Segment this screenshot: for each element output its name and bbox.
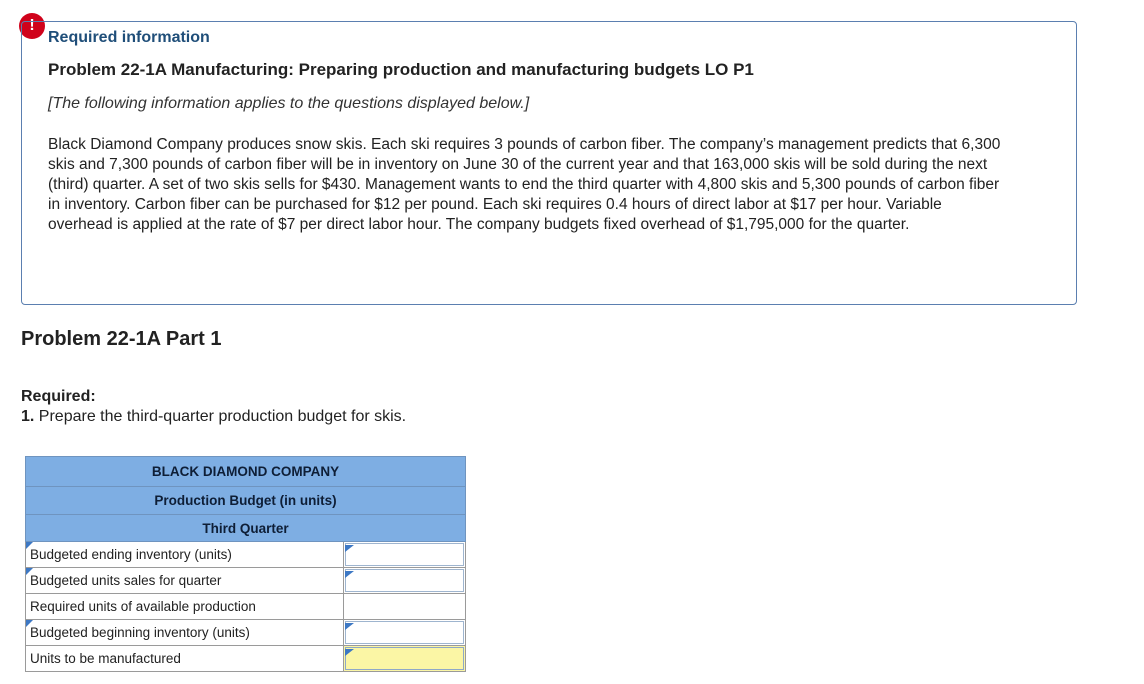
alert-icon: ! [19,13,45,39]
input-box [345,543,464,566]
table-row: Units to be manufactured [25,645,466,672]
input-box [345,621,464,644]
dropdown-marker-icon [345,623,354,630]
dropdown-marker-icon [26,568,33,575]
units-to-manufacture-input[interactable] [343,645,466,672]
problem-title: Problem 22-1A Manufacturing: Preparing p… [48,60,754,79]
row-label: Budgeted units sales for quarter [30,573,222,588]
info-note: [The following information applies to th… [48,95,530,112]
production-budget-table: BLACK DIAMOND COMPANY Production Budget … [25,456,466,672]
beginning-inventory-input[interactable] [343,619,466,646]
budget-title-header: Production Budget (in units) [25,486,466,515]
input-box [345,569,464,592]
required-instruction-text: Prepare the third-quarter production bud… [38,408,407,425]
budget-company-header: BLACK DIAMOND COMPANY [25,456,466,487]
required-label: Required: [21,388,96,405]
required-number: 1. [21,408,35,425]
required-instruction: 1. Prepare the third-quarter production … [21,408,406,426]
row-label: Budgeted beginning inventory (units) [30,625,250,640]
row-label: Required units of available production [30,599,256,614]
row-label-cell: Units to be manufactured [25,645,344,672]
input-box [345,647,464,670]
row-label-cell: Required units of available production [25,593,344,620]
info-heading: Required information [48,29,210,46]
row-label-cell[interactable]: Budgeted ending inventory (units) [25,541,344,568]
dropdown-marker-icon [345,649,354,656]
problem-description: Black Diamond Company produces snow skis… [48,136,1001,233]
dropdown-marker-icon [26,542,33,549]
part-title: Problem 22-1A Part 1 [21,328,222,350]
row-label-cell[interactable]: Budgeted units sales for quarter [25,567,344,594]
table-row: Budgeted beginning inventory (units) [25,619,466,646]
table-row: Required units of available production [25,593,466,620]
row-label: Budgeted ending inventory (units) [30,547,232,562]
row-label-cell[interactable]: Budgeted beginning inventory (units) [25,619,344,646]
budget-period-header: Third Quarter [25,514,466,542]
dropdown-marker-icon [345,571,354,578]
dropdown-marker-icon [26,620,33,627]
required-information-panel [21,21,1077,305]
ending-inventory-input[interactable] [343,541,466,568]
row-label: Units to be manufactured [30,651,181,666]
required-units-value [343,593,466,620]
table-row: Budgeted units sales for quarter [25,567,466,594]
units-sales-input[interactable] [343,567,466,594]
table-row: Budgeted ending inventory (units) [25,541,466,568]
dropdown-marker-icon [345,545,354,552]
